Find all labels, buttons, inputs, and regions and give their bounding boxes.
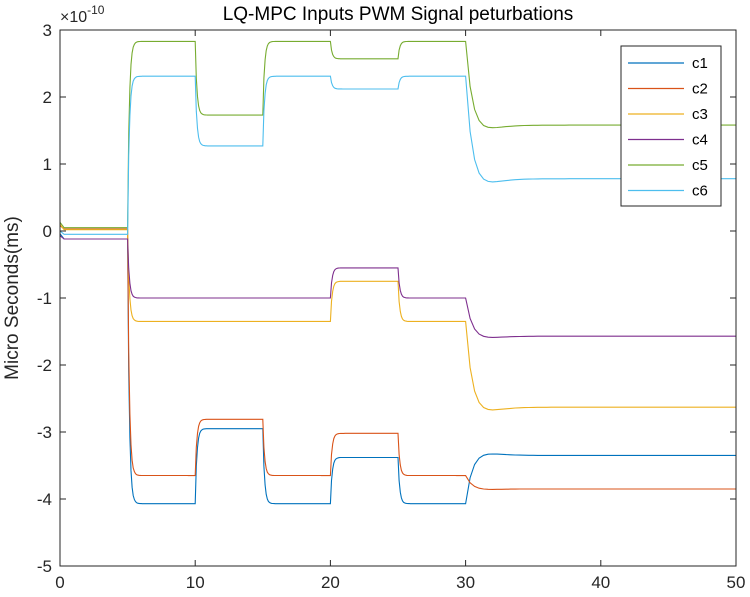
x-tick-label: 0 bbox=[55, 573, 64, 592]
y-tick-label: 0 bbox=[43, 222, 52, 241]
series-line-c6 bbox=[59, 75, 736, 235]
legend-label-c2: c2 bbox=[692, 81, 708, 98]
ticks-layer: 0 10 20 30 40 50 -5 -4 -3 -2 -1 0 1 2 3 bbox=[37, 21, 746, 592]
legend-box bbox=[620, 45, 722, 207]
y-exponent-power: -10 bbox=[87, 3, 105, 17]
y-tick-label: -1 bbox=[37, 289, 52, 308]
series-line-c3 bbox=[59, 223, 736, 411]
y-tick-label: 3 bbox=[43, 21, 52, 40]
legend-label-c5: c5 bbox=[692, 157, 708, 174]
series-line-c4 bbox=[59, 235, 736, 338]
legend-label-c3: c3 bbox=[692, 106, 708, 123]
y-tick-label: -4 bbox=[37, 490, 52, 509]
legend: c1 c2 c3 c4 c5 c6 bbox=[620, 45, 722, 207]
series-line-c2 bbox=[59, 225, 736, 490]
legend-label-c6: c6 bbox=[692, 183, 708, 200]
legend-label-c4: c4 bbox=[692, 132, 708, 149]
series-line-c1 bbox=[59, 233, 736, 505]
y-exponent-label: ×10-10 bbox=[60, 3, 105, 26]
x-tick-label: 50 bbox=[727, 573, 746, 592]
x-tick-label: 20 bbox=[321, 573, 340, 592]
chart-title: LQ-MPC Inputs PWM Signal peturbations bbox=[223, 4, 574, 25]
x-tick-label: 40 bbox=[591, 573, 610, 592]
series-layer bbox=[59, 40, 736, 505]
y-axis-label: Micro Seconds(ms) bbox=[2, 216, 23, 380]
y-tick-label: -5 bbox=[37, 557, 52, 576]
series-line-c5 bbox=[59, 40, 736, 229]
x-tick-label: 10 bbox=[186, 573, 205, 592]
y-tick-label: 2 bbox=[43, 88, 52, 107]
y-exponent-base: ×10 bbox=[60, 9, 87, 26]
x-tick-label: 30 bbox=[456, 573, 475, 592]
legend-label-c1: c1 bbox=[692, 55, 708, 72]
y-tick-label: -2 bbox=[37, 356, 52, 375]
y-tick-label: 1 bbox=[43, 155, 52, 174]
y-tick-label: -3 bbox=[37, 423, 52, 442]
